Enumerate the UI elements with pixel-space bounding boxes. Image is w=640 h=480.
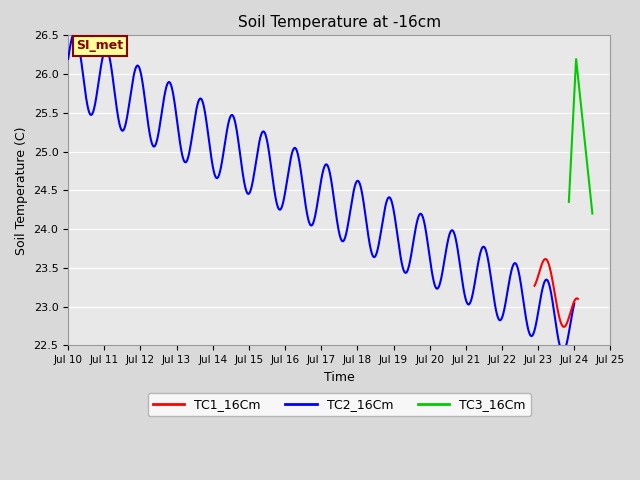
Y-axis label: Soil Temperature (C): Soil Temperature (C) (15, 126, 28, 254)
X-axis label: Time: Time (324, 371, 355, 384)
Text: SI_met: SI_met (76, 39, 124, 52)
Legend: TC1_16Cm, TC2_16Cm, TC3_16Cm: TC1_16Cm, TC2_16Cm, TC3_16Cm (148, 394, 531, 417)
Title: Soil Temperature at -16cm: Soil Temperature at -16cm (237, 15, 441, 30)
